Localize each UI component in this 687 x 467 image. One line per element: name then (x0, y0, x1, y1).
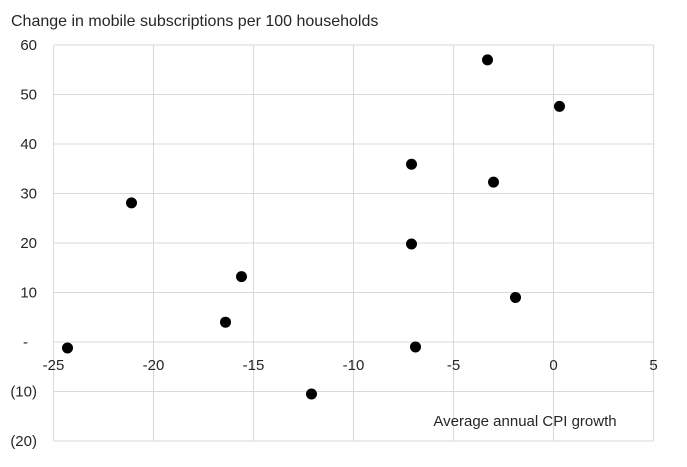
x-tick-label: 0 (549, 357, 557, 374)
tick-labels: 60 50 40 30 20 10 - (10) (20) -25 -20 -15 -10 -5 0 5 (10, 37, 657, 450)
scatter-point (306, 388, 317, 400)
y-tick-label: 60 (20, 37, 37, 54)
x-tick-label: -15 (243, 357, 265, 374)
scatter-point (406, 238, 417, 250)
y-tick-label: - (23, 334, 28, 351)
x-tick-label: -5 (447, 357, 460, 374)
x-axis-title: Average annual CPI growth (433, 413, 617, 430)
scatter-point (62, 342, 73, 354)
x-tick-label: -20 (143, 357, 165, 374)
scatter-point (510, 291, 521, 303)
y-tick-label: (10) (10, 384, 37, 401)
scatter-point (220, 316, 231, 328)
scatter-point (126, 197, 137, 209)
y-tick-label: 20 (20, 235, 37, 252)
gridlines (53, 44, 654, 442)
y-tick-label: 10 (20, 285, 37, 302)
scatter-point (406, 158, 417, 170)
scatter-point (482, 54, 493, 66)
y-tick-label: (20) (10, 433, 37, 450)
scatter-point (410, 341, 421, 353)
scatter-point (488, 176, 499, 188)
x-tick-label: -25 (43, 357, 65, 374)
scatter-point (236, 271, 247, 283)
x-tick-label: 5 (649, 357, 657, 374)
data-points (62, 54, 565, 400)
y-tick-label: 30 (20, 186, 37, 203)
y-tick-label: 50 (20, 87, 37, 104)
scatter-point (554, 100, 565, 112)
x-tick-label: -10 (343, 357, 365, 374)
y-axis-title: Change in mobile subscriptions per 100 h… (11, 13, 379, 30)
y-tick-label: 40 (20, 136, 37, 153)
